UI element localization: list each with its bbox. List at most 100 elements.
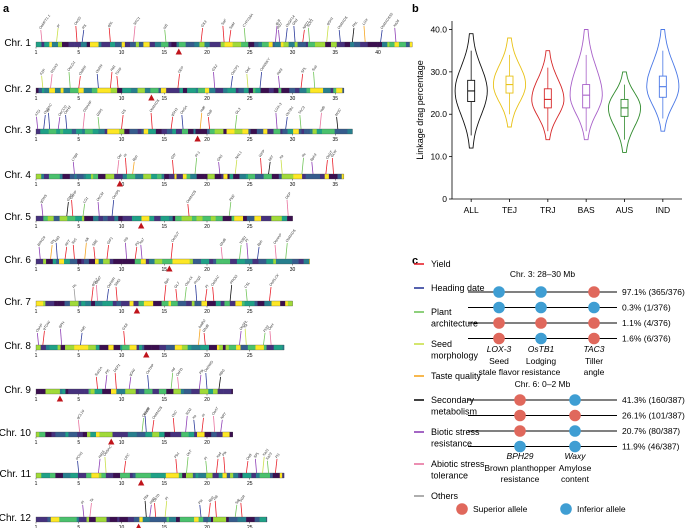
- gene-marker-abiotic: [269, 330, 272, 346]
- chromosome-segment: [214, 129, 224, 134]
- panel-c-label: c: [412, 255, 418, 267]
- chromosome-segment: [182, 473, 187, 478]
- position-tick-label: 15: [161, 525, 167, 528]
- chromosome-segment: [55, 473, 64, 478]
- chromosome-segment: [273, 259, 277, 264]
- chromosome-segment: [152, 389, 160, 394]
- chromosome-label: Chr. 9: [4, 385, 31, 396]
- chromosome-segment: [306, 88, 311, 93]
- chromosome-segment: [280, 129, 283, 134]
- chromosome-segment: [83, 88, 93, 93]
- chromosome-segment: [147, 301, 154, 306]
- chromosome-segment: [208, 473, 213, 478]
- chromosome-segment: [243, 216, 248, 221]
- chromosome-segment: [223, 389, 232, 394]
- chromosome-segment: [213, 517, 219, 522]
- gene-marker-biotic: [246, 242, 249, 260]
- chromosome-segment: [65, 389, 69, 394]
- gene-label: pr: [55, 23, 61, 29]
- gene-marker-seed: [234, 159, 238, 175]
- chromosome-segment: [230, 259, 238, 264]
- chromosome-segment: [219, 345, 224, 350]
- chromosome-segment: [62, 389, 66, 394]
- chromosome-segment: [121, 432, 129, 437]
- gene-label: sd1: [162, 23, 169, 30]
- chromosome-segment: [213, 389, 218, 394]
- gene-label: ATG: [33, 109, 41, 118]
- gene-label: Ghd6: [219, 238, 227, 248]
- chromosome-segment: [113, 473, 121, 478]
- position-tick-label: 10: [119, 267, 125, 273]
- chromosome-segment: [117, 88, 123, 93]
- gene-label: qDL: [107, 20, 114, 28]
- chromosome-segment: [180, 389, 185, 394]
- chromosome-segment: [305, 174, 313, 179]
- chromosome-segment: [144, 345, 152, 350]
- chromosome-segment: [197, 432, 205, 437]
- gene-label: OsGA: [179, 104, 188, 115]
- gene-label: Pia: [197, 499, 203, 506]
- chromosome-segment: [227, 174, 230, 179]
- haplotype-row: 1.1% (4/376): [468, 317, 671, 329]
- chromosome-segment: [204, 174, 208, 179]
- position-tick-label: 25: [247, 525, 253, 528]
- chromosome-segment: [263, 174, 273, 179]
- chromosome-segment: [86, 473, 92, 478]
- position-tick-label: 25: [247, 96, 253, 102]
- chromosome-segment: [293, 174, 303, 179]
- chromosome-segment: [120, 345, 123, 350]
- gene-label: OsTD: [152, 493, 161, 503]
- chromosome-segment: [170, 432, 179, 437]
- legend-item-secondary: Secondary metabolism: [414, 395, 477, 417]
- gene-label: OsSS: [73, 16, 82, 26]
- chromosome-segment: [45, 389, 52, 394]
- chromosome-segment: [258, 42, 263, 47]
- gene-label: GS: [121, 108, 128, 115]
- chromosome-segment: [211, 432, 217, 437]
- gene-label: OsSPL: [239, 319, 249, 331]
- allele-superior: [535, 317, 547, 329]
- chromosome-segment: [274, 216, 283, 221]
- gene-label: OsMADS50: [380, 12, 394, 30]
- chromosome-segment: [90, 432, 97, 437]
- chromosome-segment: [50, 517, 60, 522]
- chromosome-segment: [98, 216, 104, 221]
- chromosome-segment: [59, 216, 68, 221]
- chromosome-segment: [124, 129, 130, 134]
- chromosome-segment: [330, 88, 334, 93]
- gene-label: Pb1: [173, 452, 180, 460]
- position-tick-label: 10: [119, 353, 125, 359]
- gene-marker-biotic: [275, 112, 278, 130]
- chromosome-segment: [294, 42, 298, 47]
- chromosome-segment: [143, 42, 147, 47]
- chromosome-segment: [191, 301, 195, 306]
- chromosome-segment: [195, 88, 199, 93]
- chromosome-segment: [199, 389, 209, 394]
- gene-marker-yield: [91, 286, 94, 302]
- chromosome-segment: [263, 473, 271, 478]
- gene-label: OsPRR: [106, 276, 116, 289]
- position-tick-label: 25: [247, 137, 253, 143]
- chromosome-segment: [76, 174, 84, 179]
- position-tick-label: 20: [204, 224, 210, 230]
- gene-marker-biotic: [213, 71, 216, 89]
- position-tick-label: 25: [247, 353, 253, 359]
- gene-label: DEP: [177, 65, 185, 74]
- gene-marker-abiotic: [319, 112, 322, 130]
- chromosome-segment: [154, 216, 161, 221]
- haplotype-row: 26.1% (101/387): [468, 409, 685, 422]
- gene-marker-yield: [163, 284, 167, 302]
- chromosome-segment: [129, 301, 134, 306]
- chromosome-segment: [77, 473, 87, 478]
- position-tick-label: 15: [161, 50, 167, 56]
- legend-label: Others: [431, 491, 459, 501]
- gene-description: Lodging: [526, 356, 557, 366]
- legend-label: Seed: [431, 339, 452, 349]
- chromosome-segment: [199, 42, 205, 47]
- chromosome-segment: [204, 432, 212, 437]
- gene-label: OsMFT1.1: [38, 14, 51, 30]
- gene-label: Xa4: [215, 452, 223, 460]
- chromosome-segment: [304, 129, 308, 134]
